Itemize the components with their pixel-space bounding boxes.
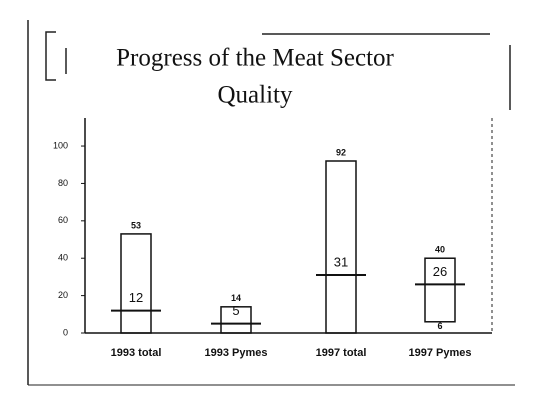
mid-label: 26 (433, 264, 447, 279)
y-tick-label: 20 (58, 290, 68, 300)
y-tick-label: 0 (63, 327, 68, 337)
bar (325, 160, 357, 334)
bar (424, 257, 456, 323)
frame (27, 20, 515, 386)
chart-title: Quality (218, 82, 293, 109)
x-tick-label: 1997 total (316, 347, 367, 359)
x-tick-label: 1997 Pymes (409, 347, 472, 359)
mid-label: 31 (334, 254, 348, 269)
value-label: 6 (437, 321, 442, 331)
y-tick-label: 80 (58, 178, 68, 188)
value-label: 53 (131, 220, 141, 230)
y-tick-label: 40 (58, 253, 68, 263)
chart-title: Progress of the Meat Sector (116, 45, 394, 72)
bar (120, 233, 152, 334)
value-label: 14 (231, 293, 241, 303)
x-tick-label: 1993 Pymes (205, 347, 268, 359)
bar (220, 306, 252, 334)
value-label: 40 (435, 245, 445, 255)
y-tick-label: 100 (53, 140, 68, 150)
y-tick-label: 60 (58, 215, 68, 225)
x-tick-label: 1993 total (111, 347, 162, 359)
mid-label: 5 (232, 303, 239, 318)
value-label: 92 (336, 147, 346, 157)
mid-label: 12 (129, 290, 143, 305)
